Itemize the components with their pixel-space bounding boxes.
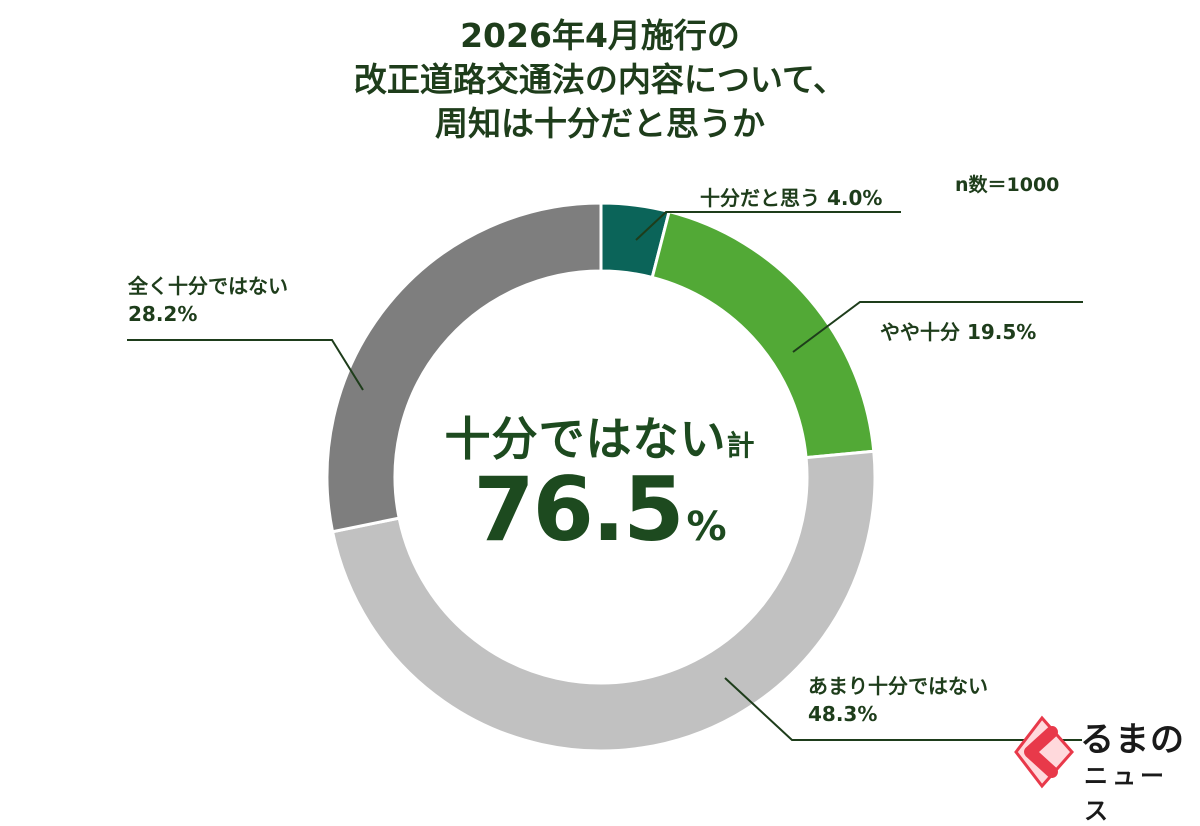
center-label: 十分ではない計 — [420, 403, 780, 469]
leader-line-s0 — [635, 211, 901, 241]
slice-label-s3-line2: 28.2% — [128, 302, 198, 326]
donut-slice-2 — [330, 449, 877, 753]
slice-label-s3: 全く十分ではない 28.2% — [128, 272, 288, 328]
leader-line-s1 — [792, 301, 1083, 353]
center-value-number: 76.5 — [473, 458, 684, 561]
logo-icon — [1014, 715, 1075, 789]
slice-label-s2-line1: あまり十分ではない — [808, 674, 988, 698]
chart-title: 2026年4月施行の 改正道路交通法の内容について、 周知は十分だと思うか — [0, 14, 1200, 146]
slice-label-s1: やや十分 19.5% — [880, 320, 1037, 344]
sample-size-label: n数＝1000 — [955, 174, 1060, 196]
brand-logo: るまの ニュース — [1008, 712, 1188, 825]
leader-line-s3 — [127, 339, 364, 391]
slice-label-s3-line1: 全く十分ではない — [128, 274, 288, 298]
title-line-2: 改正道路交通法の内容について、 — [353, 60, 847, 99]
slice-label-s2-line2: 48.3% — [808, 702, 878, 726]
slice-label-s2: あまり十分ではない 48.3% — [808, 672, 988, 728]
center-value: 76.5% — [420, 458, 780, 561]
leader-line-s2 — [724, 677, 1082, 741]
center-label-suffix: 計 — [726, 429, 756, 462]
title-line-3: 周知は十分だと思うか — [435, 104, 765, 143]
center-value-unit: % — [686, 504, 727, 550]
title-line-1: 2026年4月施行の — [460, 16, 740, 55]
logo-text-line2: ニュース — [1084, 762, 1168, 825]
donut-slice-3 — [325, 201, 603, 534]
logo-text-line1: るまの — [1080, 720, 1185, 760]
donut-chart — [127, 201, 1083, 753]
slice-label-s0: 十分だと思う 4.0% — [700, 186, 883, 210]
center-label-text: 十分ではない — [444, 412, 727, 466]
